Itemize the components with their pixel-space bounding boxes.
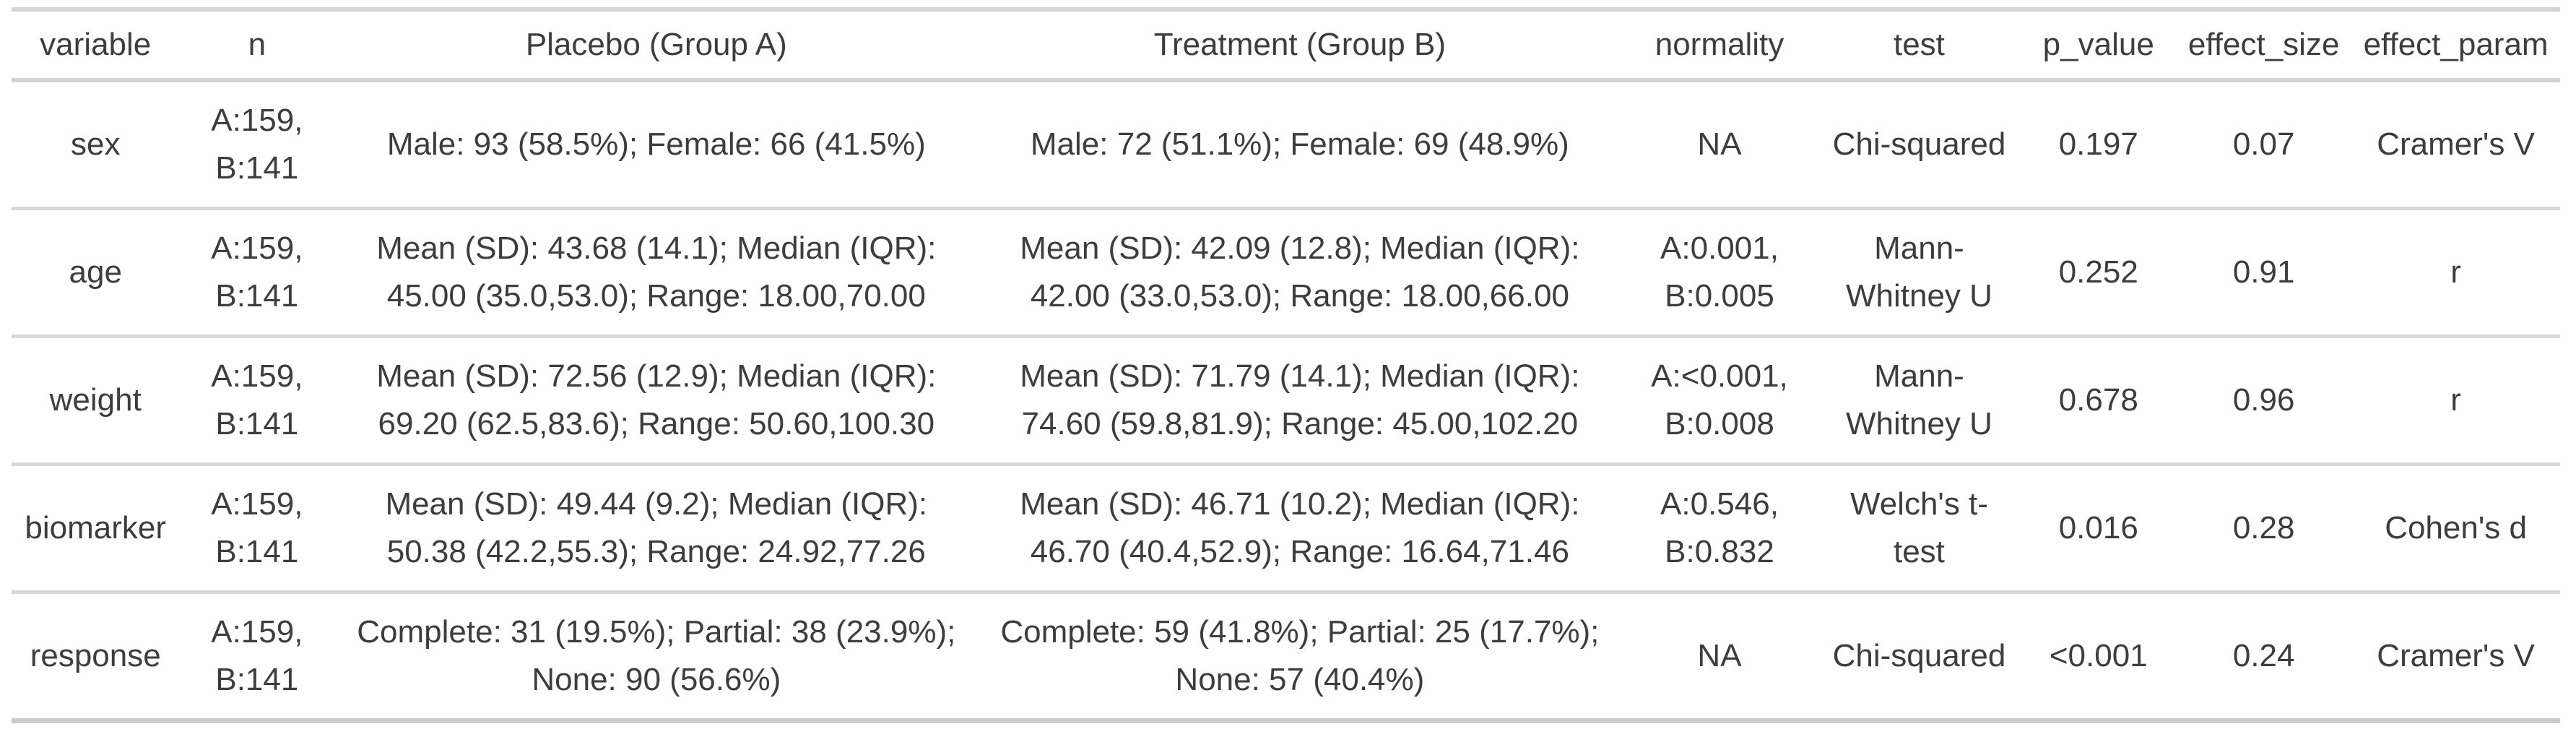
cell-placebo: Complete: 31 (19.5%); Partial: 38 (23.9%…: [334, 592, 979, 723]
cell-normality: NA: [1621, 80, 1818, 210]
cell-n: A:159, B:141: [179, 80, 335, 210]
cell-test: Chi-squared: [1817, 592, 2021, 723]
column-header-p_value: p_value: [2021, 7, 2177, 82]
table-row: sex A:159, B:141 Male: 93 (58.5%); Female:…: [12, 80, 2560, 210]
cell-placebo: Mean (SD): 49.44 (9.2); Median (IQR): 50…: [334, 464, 979, 594]
cell-variable: age: [12, 208, 180, 338]
cell-normality: A:<0.001, B:0.008: [1621, 336, 1818, 466]
cell-effect_param: r: [2351, 336, 2560, 466]
cell-p_value: 0.197: [2021, 80, 2177, 210]
cell-effect_size: 0.28: [2176, 464, 2352, 594]
cell-n: A:159, B:141: [179, 592, 335, 723]
cell-test: Welch's t-test: [1817, 464, 2021, 594]
cell-n: A:159, B:141: [179, 336, 335, 466]
column-header-n: n: [179, 7, 335, 82]
cell-effect_param: r: [2351, 208, 2560, 338]
table-row: age A:159, B:141 Mean (SD): 43.68 (14.1); …: [12, 208, 2560, 338]
column-header-effect_param: effect_param: [2351, 7, 2560, 82]
cell-effect_size: 0.07: [2176, 80, 2352, 210]
cell-effect_size: 0.24: [2176, 592, 2352, 723]
cell-placebo: Male: 93 (58.5%); Female: 66 (41.5%): [334, 80, 979, 210]
cell-effect_param: Cohen's d: [2351, 464, 2560, 594]
cell-test: Mann-Whitney U: [1817, 336, 2021, 466]
cell-effect_param: Cramer's V: [2351, 80, 2560, 210]
cell-p_value: 0.678: [2021, 336, 2177, 466]
header-row: variable n Placebo (Group A) Treatment (Gro…: [12, 7, 2560, 82]
column-header-placebo: Placebo (Group A): [334, 7, 979, 82]
cell-placebo: Mean (SD): 72.56 (12.9); Median (IQR): 6…: [334, 336, 979, 466]
cell-test: Chi-squared: [1817, 80, 2021, 210]
table-row: biomarker A:159, B:141 Mean (SD): 49.44 (9…: [12, 464, 2560, 594]
cell-normality: NA: [1621, 592, 1818, 723]
cell-treatment: Complete: 59 (41.8%); Partial: 25 (17.7%…: [978, 592, 1622, 723]
column-header-treatment: Treatment (Group B): [978, 7, 1622, 82]
cell-placebo: Mean (SD): 43.68 (14.1); Median (IQR): 4…: [334, 208, 979, 338]
cell-normality: A:0.546, B:0.832: [1621, 464, 1818, 594]
cell-n: A:159, B:141: [179, 208, 335, 338]
cell-variable: sex: [12, 80, 180, 210]
cell-effect_size: 0.91: [2176, 208, 2352, 338]
cell-p_value: 0.016: [2021, 464, 2177, 594]
column-header-test: test: [1817, 7, 2021, 82]
cell-treatment: Male: 72 (51.1%); Female: 69 (48.9%): [978, 80, 1622, 210]
table-row: weight A:159, B:141 Mean (SD): 72.56 (12.9…: [12, 336, 2560, 466]
cell-effect_param: Cramer's V: [2351, 592, 2560, 723]
cell-treatment: Mean (SD): 42.09 (12.8); Median (IQR): 4…: [978, 208, 1622, 338]
cell-p_value: 0.252: [2021, 208, 2177, 338]
cell-treatment: Mean (SD): 46.71 (10.2); Median (IQR): 4…: [978, 464, 1622, 594]
table-body: sex A:159, B:141 Male: 93 (58.5%); Female:…: [12, 80, 2560, 723]
cell-test: Mann-Whitney U: [1817, 208, 2021, 338]
cell-variable: response: [12, 592, 180, 723]
column-header-normality: normality: [1621, 7, 1818, 82]
cell-effect_size: 0.96: [2176, 336, 2352, 466]
column-header-variable: variable: [12, 7, 180, 82]
summary-table: variable n Placebo (Group A) Treatment (Gro…: [12, 7, 2560, 723]
cell-variable: biomarker: [12, 464, 180, 594]
cell-p_value: <0.001: [2021, 592, 2177, 723]
column-header-effect_size: effect_size: [2176, 7, 2352, 82]
cell-variable: weight: [12, 336, 180, 466]
cell-n: A:159, B:141: [179, 464, 335, 594]
table-row: response A:159, B:141 Complete: 31 (19.5%)…: [12, 592, 2560, 723]
cell-normality: A:0.001, B:0.005: [1621, 208, 1818, 338]
cell-treatment: Mean (SD): 71.79 (14.1); Median (IQR): 7…: [978, 336, 1622, 466]
